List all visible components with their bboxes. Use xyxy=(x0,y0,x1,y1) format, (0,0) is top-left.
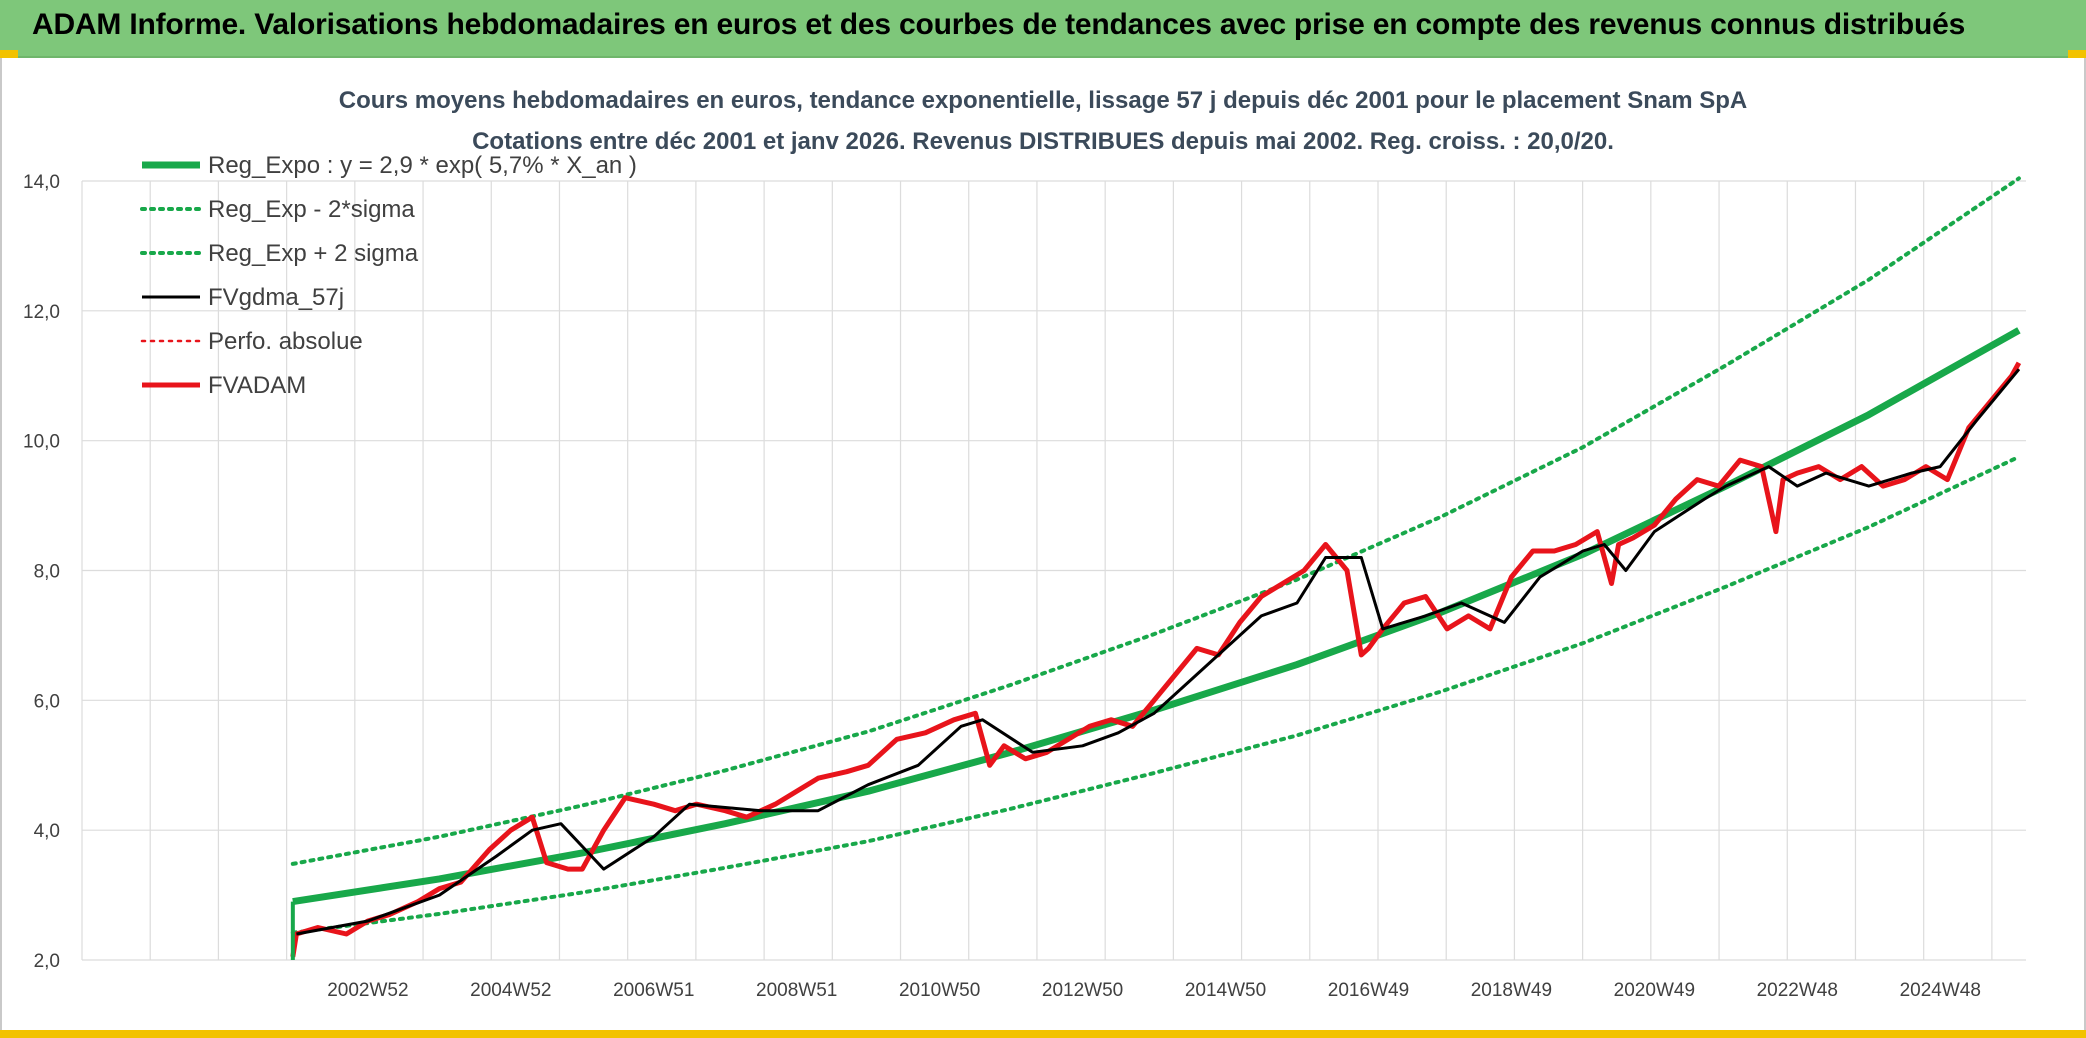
x-tick-label: 2016W49 xyxy=(1328,980,1409,1001)
legend-label: Reg_Expo : y = 2,9 * exp( 5,7% * X_an ) xyxy=(208,152,637,179)
legend-label: Perfo. absolue xyxy=(208,328,363,355)
report-title: ADAM Informe. Valorisations hebdomadaire… xyxy=(32,8,1966,41)
corner-marker-left xyxy=(0,50,18,58)
y-tick-label: 2,0 xyxy=(34,951,60,972)
y-tick-label: 14,0 xyxy=(23,172,60,193)
y-axis-ticks: 2,0 4,0 6,0 8,0 10,0 12,0 14,0 xyxy=(23,172,60,972)
report-banner: ADAM Informe. Valorisations hebdomadaire… xyxy=(0,0,2086,58)
line-chart: Cours moyens hebdomadaires en euros, ten… xyxy=(23,87,2026,1001)
y-tick-label: 8,0 xyxy=(34,562,60,583)
x-tick-label: 2024W48 xyxy=(1900,980,1981,1001)
x-axis-ticks: 2002W52 2004W52 2006W51 2008W51 2010W50 2012W… xyxy=(327,980,1981,1001)
x-tick-label: 2010W50 xyxy=(899,980,980,1001)
series-line-4 xyxy=(295,368,2021,936)
x-tick-label: 2014W50 xyxy=(1185,980,1266,1001)
x-tick-label: 2018W49 xyxy=(1471,980,1552,1001)
grid xyxy=(81,180,2026,961)
series-line-5 xyxy=(290,361,2022,958)
legend-label: Reg_Exp + 2 sigma xyxy=(208,240,419,267)
series-line-0 xyxy=(292,327,2021,906)
x-tick-label: 2002W52 xyxy=(327,980,408,1001)
series-line-1 xyxy=(290,454,2021,935)
bottom-strip xyxy=(0,1030,2086,1038)
series-line-3 xyxy=(296,368,2021,936)
series-line-2 xyxy=(290,176,2021,866)
x-tick-label: 2008W51 xyxy=(756,980,837,1001)
x-tick-label: 2012W50 xyxy=(1042,980,1123,1001)
legend-label: FVgdma_57j xyxy=(208,284,344,311)
y-tick-label: 12,0 xyxy=(23,302,60,323)
legend-label: FVADAM xyxy=(208,372,306,399)
y-tick-label: 4,0 xyxy=(34,821,60,842)
x-tick-label: 2004W52 xyxy=(470,980,551,1001)
x-tick-label: 2022W48 xyxy=(1757,980,1838,1001)
y-tick-label: 6,0 xyxy=(34,691,60,712)
chart-title: Cours moyens hebdomadaires en euros, ten… xyxy=(339,87,1747,114)
x-tick-label: 2020W49 xyxy=(1614,980,1695,1001)
legend-label: Reg_Exp - 2*sigma xyxy=(208,196,415,223)
corner-marker-right xyxy=(2068,50,2086,58)
chart-subtitle: Cotations entre déc 2001 et janv 2026. R… xyxy=(472,128,1614,155)
series-lines xyxy=(290,176,2022,960)
legend: Reg_Expo : y = 2,9 * exp( 5,7% * X_an ) R… xyxy=(140,152,637,399)
y-tick-label: 10,0 xyxy=(23,432,60,453)
x-tick-label: 2006W51 xyxy=(613,980,694,1001)
